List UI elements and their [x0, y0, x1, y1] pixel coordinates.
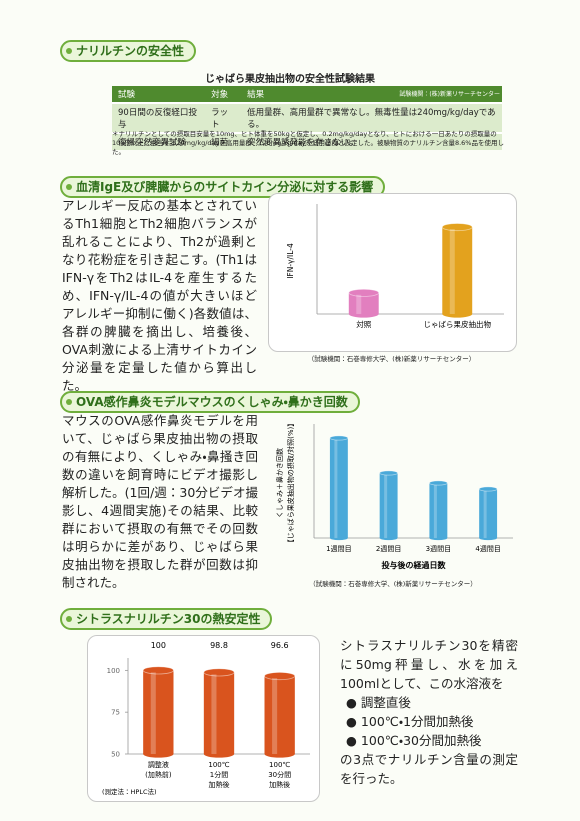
source: （試験機関：石巻専修大学、(株)新薬リサーチセンター） — [307, 355, 476, 363]
bar-top — [429, 480, 448, 486]
x-tick-label: 4週間目 — [475, 544, 500, 553]
x-tick-label: 加熱後 — [269, 780, 290, 789]
chart: 5075100100調整液(加熱前)98.8100℃1分間加熱後96.6100℃… — [102, 641, 310, 796]
x-tick-label: 調整液 — [148, 760, 169, 769]
bar-shine — [211, 674, 217, 754]
x-tick-label: 1週間目 — [326, 544, 351, 553]
y-axis-label: くしゃみ＋鼻かき回数 — [275, 448, 284, 518]
note: ＊ナリルチンとしての摂取目安量を10mg、ヒト体重を50kgと仮定し、0.2mg… — [112, 130, 504, 156]
bar — [479, 489, 498, 538]
table-title: じゃばら果皮抽出物の安全性試験結果 — [205, 74, 375, 85]
table-cell: 突然変異誘発能を有さない。 — [241, 132, 502, 150]
header-cell: 結果 — [241, 86, 502, 103]
y-tick-label: 75 — [111, 709, 120, 717]
bar — [429, 483, 448, 538]
bar — [203, 672, 235, 754]
bar-shine — [334, 440, 338, 538]
bar-top — [329, 435, 349, 441]
bar-top — [379, 470, 398, 476]
paragraph: シトラスナリルチン30を精密に50mg秤量し、水を加え100mlとして、この水溶… — [340, 638, 518, 691]
paragraph: マウスのOVA感作鼻炎モデルを用いて、じゃばら果皮抽出物の摂取の有無により、くし… — [62, 413, 258, 590]
x-tick-label: 対照 — [356, 319, 371, 329]
chart-box: 50 75 100 100 調整液 (加熱前) 98.8 100℃ 1分間 加熱後 96.6 100℃… — [87, 635, 320, 802]
bar-top — [264, 672, 296, 681]
list-item: 調整直後 — [346, 693, 518, 712]
chart: くしゃみ＋鼻かき回数 【じゃばら果皮抽出物の摂取/対照(%)】 1週間目 2週間目 3週… — [275, 420, 513, 570]
source: （試験機関：石巻専修大学、(株)新薬リサーチセンター） — [309, 580, 477, 588]
bar — [442, 227, 473, 314]
x-tick-label: 100℃ — [208, 761, 229, 769]
bar-base — [143, 750, 174, 758]
header-cell: 対象 — [205, 86, 242, 103]
x-axis-label: 投与後の経過日数 — [382, 560, 447, 570]
table-row: 復帰突然変異試験 細菌 突然変異誘発能を有さない。 — [112, 132, 502, 150]
x-tick-label: 加熱後 — [209, 780, 230, 789]
value-label: 96.6 — [271, 641, 289, 650]
bar-base — [442, 310, 473, 318]
x-tick-label: じゃばら果皮抽出物 — [424, 319, 492, 329]
paragraph: アレルギー反応の基本とされているTh1細胞とTh2細胞バランスが乱れることにより… — [62, 198, 257, 393]
table-cell: ラット — [205, 102, 242, 133]
bar-base — [379, 535, 398, 541]
chart-box: IFN-γ/IL-4 対照 じゃばら果皮抽出物 — [268, 193, 517, 352]
header-row: 試験 対象 結果 — [112, 86, 502, 103]
table-row: 90日間の反復経口投与 ラット 低用量群、高用量群で異常なし。無毒性量は240mg/… — [112, 102, 502, 133]
bar-shine — [272, 678, 278, 754]
bar — [329, 438, 348, 538]
x-tick-label: 100℃ — [269, 761, 290, 769]
safety-table: 試験 対象 結果 90日間の反復経口投与 ラット 低用量群、高用量群で異常なし。無毒性量は… — [112, 86, 502, 150]
bar-shine — [384, 475, 388, 538]
table-cell: 90日間の反復経口投与 — [112, 102, 206, 133]
bar-base — [479, 535, 498, 541]
section-title: ナリルチンの安全性 — [60, 40, 197, 62]
header-cell: 試験 — [112, 86, 206, 103]
section-title: 血清IgE及び脾臓からのサイトカイン分泌に対する影響 — [60, 176, 386, 198]
bar — [143, 670, 174, 754]
x-tick-label: 1分間 — [210, 770, 228, 779]
table-cell: 復帰突然変異試験 — [112, 132, 206, 150]
text-block: シトラスナリルチン30を精密に50mg秤量し、水を加え100mlとして、この水溶… — [340, 636, 518, 788]
table-cell: 細菌 — [205, 132, 242, 150]
bar-top — [203, 668, 235, 677]
table-cell: 低用量群、高用量群で異常なし。無毒性量は240mg/kg/dayである。 — [241, 102, 502, 133]
method-note: (測定法：HPLC法) — [102, 787, 157, 796]
bar-top — [142, 666, 174, 675]
paragraph: の3点でナリルチン含量の測定を行った。 — [340, 752, 518, 786]
bar-shine — [356, 294, 362, 314]
y-axis-label: 【じゃばら果皮抽出物の摂取/対照(%)】 — [286, 420, 295, 546]
bar-top — [478, 486, 498, 492]
bar-base — [429, 535, 448, 541]
section-title: OVA感作鼻炎モデルマウスのくしゃみ・鼻かき回数 — [60, 391, 360, 413]
list-item: 100℃・30分間加熱後 — [346, 731, 518, 750]
bar-base — [203, 750, 235, 758]
bar-base — [264, 750, 295, 758]
x-tick-label: 3週間目 — [426, 544, 451, 553]
chart: IFN-γ/IL-4 対照 じゃばら果皮抽出物 — [286, 204, 504, 329]
x-tick-label: (加熱前) — [145, 770, 172, 779]
value-label: 100 — [151, 641, 166, 650]
bar — [348, 292, 379, 314]
list: 調整直後100℃・1分間加熱後100℃・30分間加熱後 — [340, 693, 518, 750]
bar — [264, 676, 295, 754]
table-source: 試験機関：(株)新薬リサーチセンター — [399, 91, 500, 98]
section-title: シトラスナリルチン30の熱安定性 — [60, 608, 273, 630]
y-tick-label: 100 — [107, 667, 120, 675]
y-axis-label: IFN-γ/IL-4 — [286, 243, 295, 279]
x-tick-label: 2週間目 — [376, 544, 401, 553]
bar-shine — [433, 485, 437, 538]
bar-shine — [449, 229, 455, 314]
list-item: 100℃・1分間加熱後 — [346, 712, 518, 731]
bar-top — [348, 288, 380, 297]
bar-shine — [150, 672, 156, 754]
bar — [379, 473, 398, 538]
value-label: 98.8 — [210, 641, 228, 650]
bar-shine — [483, 491, 487, 538]
bar-base — [348, 310, 379, 318]
bar-base — [329, 535, 348, 541]
x-tick-label: 30分間 — [268, 770, 291, 779]
bar-top — [441, 223, 473, 232]
y-tick-label: 50 — [111, 751, 120, 759]
